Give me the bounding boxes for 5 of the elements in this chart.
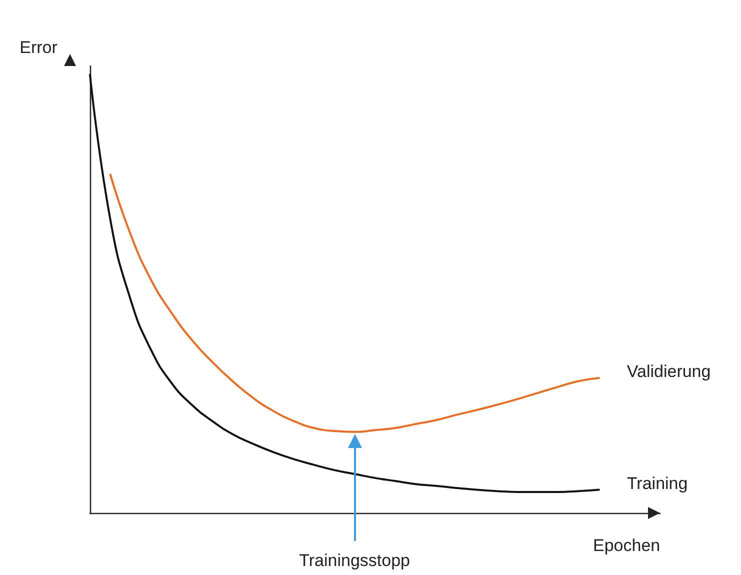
y-axis-title: Error xyxy=(20,38,58,58)
x-axis-title: Epochen xyxy=(593,536,660,556)
text: Trainingsstopp xyxy=(299,551,410,571)
series-label: Training xyxy=(626,474,688,494)
series-label: Validierung xyxy=(626,362,711,382)
